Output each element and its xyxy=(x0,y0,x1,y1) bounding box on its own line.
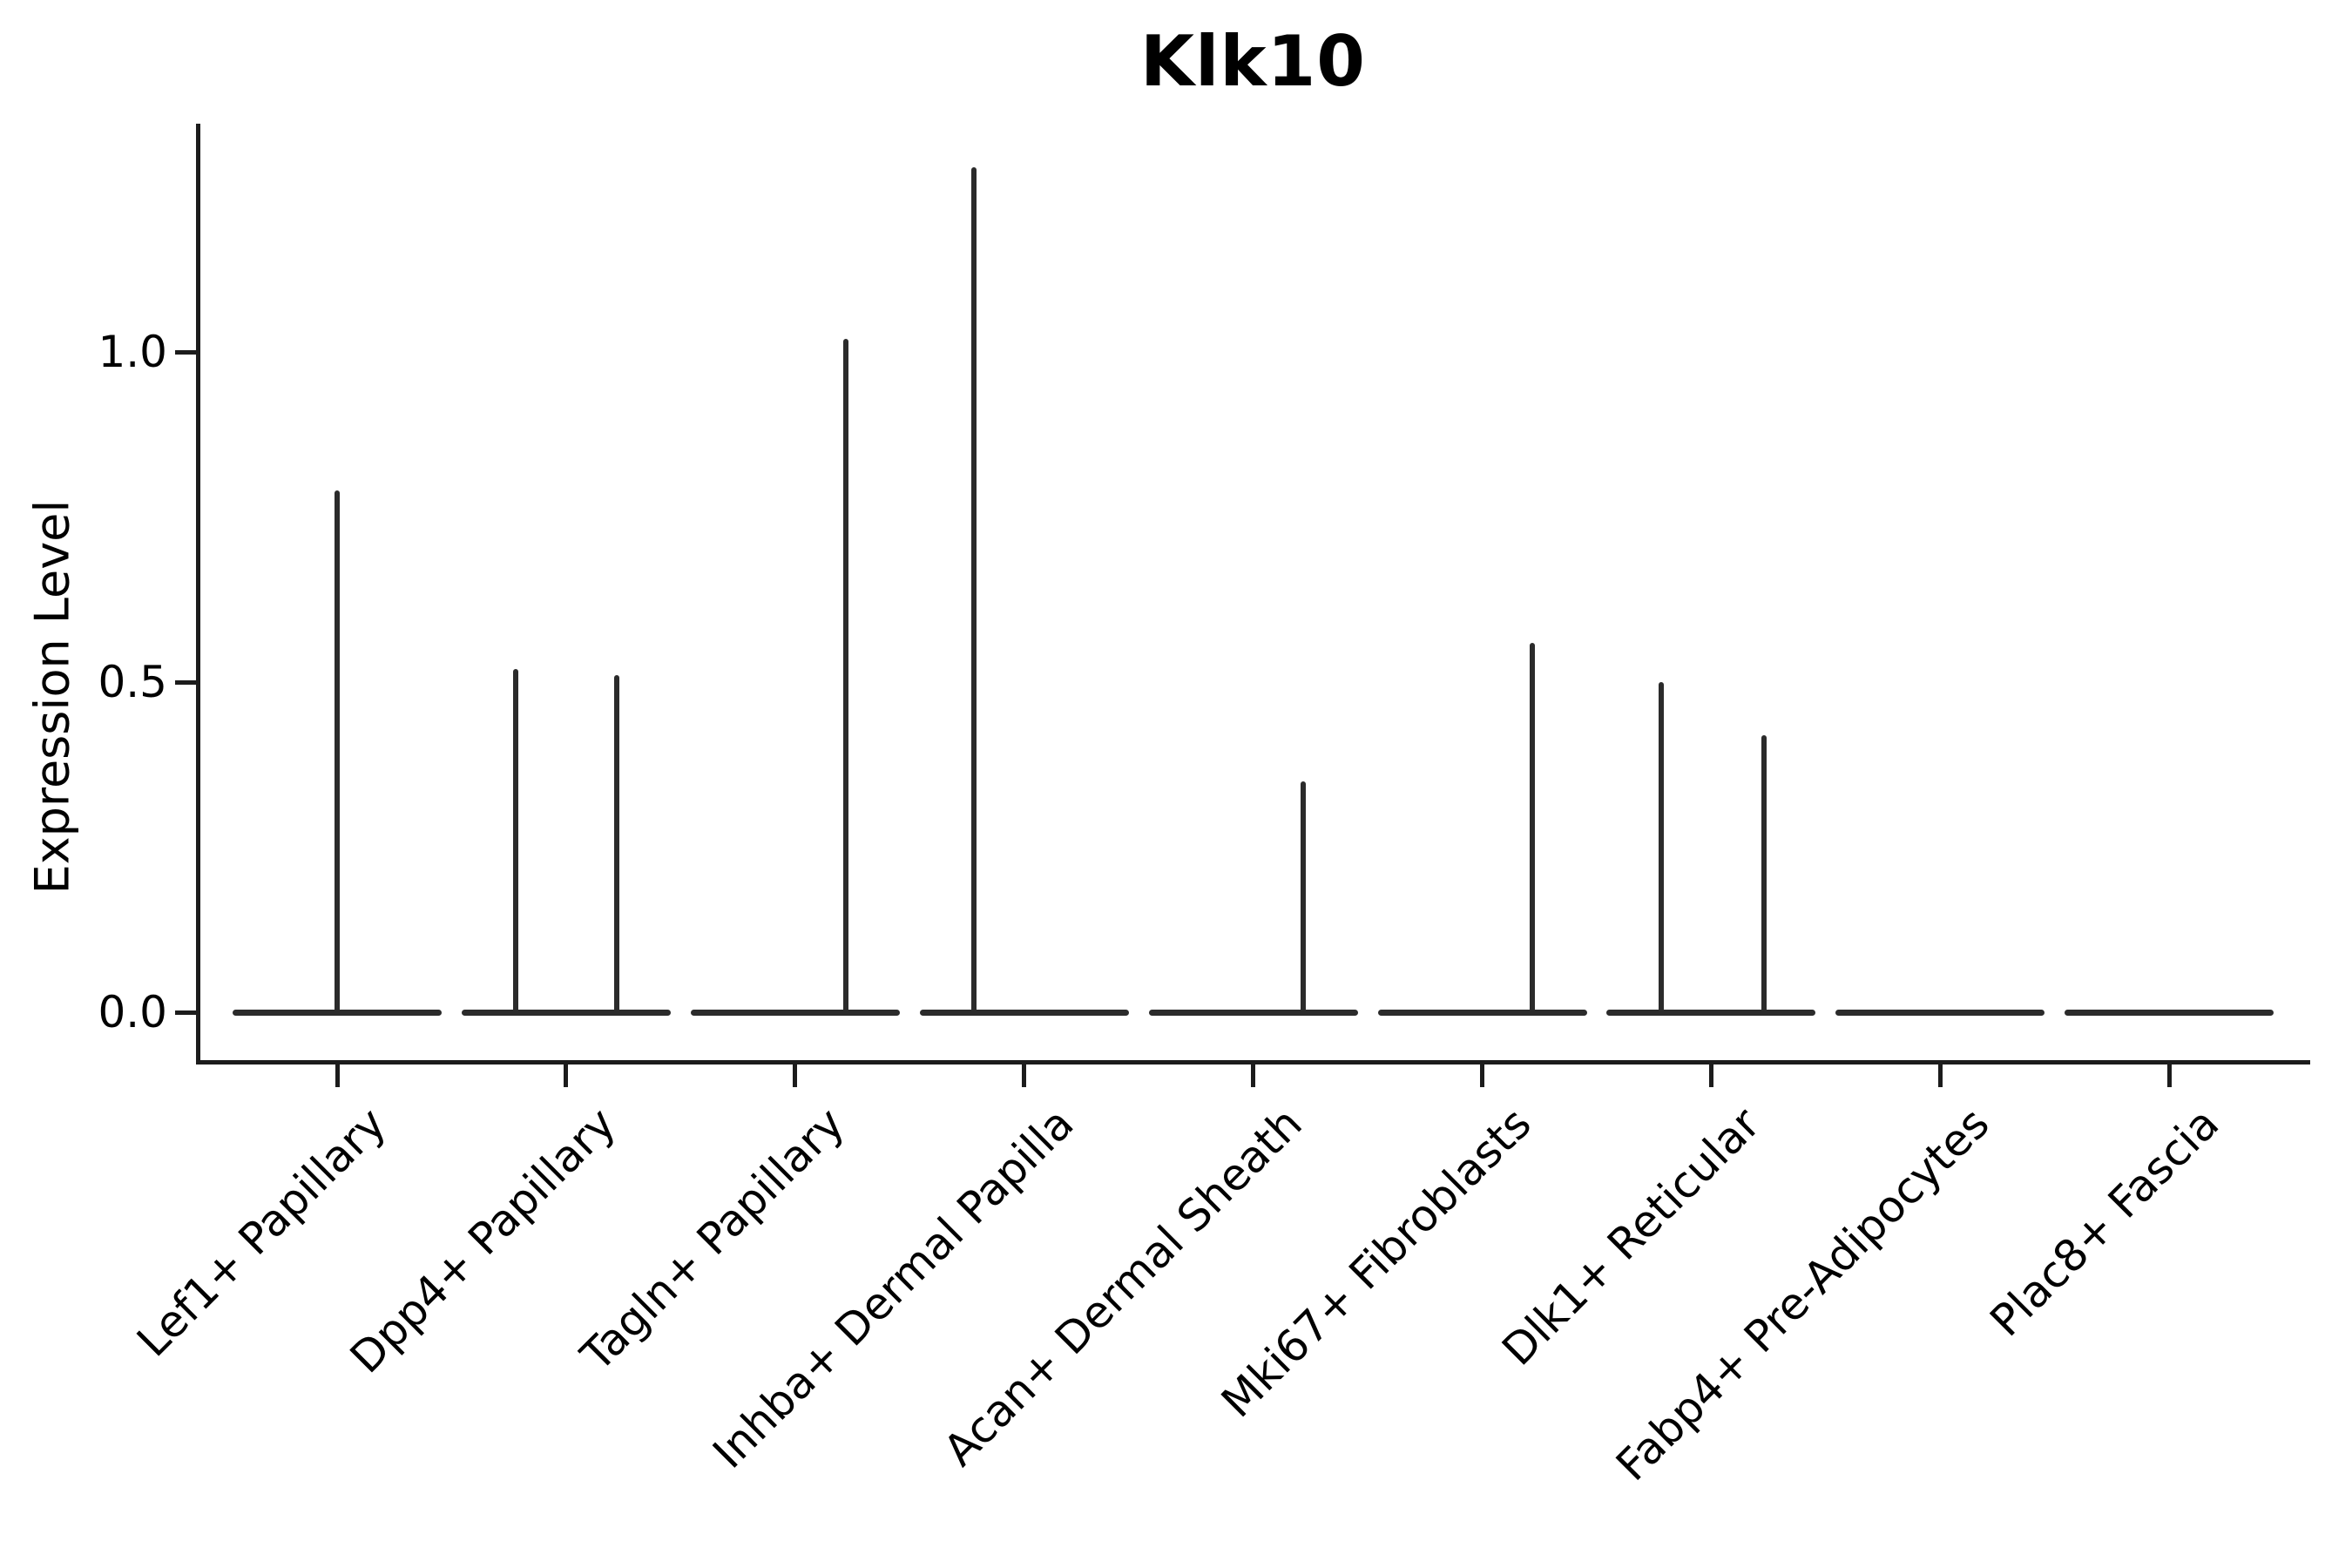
violin-base xyxy=(1377,1009,1587,1016)
x-tick xyxy=(335,1064,340,1087)
violin-base xyxy=(1835,1009,2045,1016)
violin-spike xyxy=(1530,642,1536,1015)
y-axis-label: Expression Level xyxy=(24,499,80,895)
violin-spike xyxy=(970,166,977,1015)
violin-spike xyxy=(335,490,340,1015)
violin-spike xyxy=(842,338,848,1015)
x-tick-label: Plac8+ Fascia xyxy=(1980,1098,2228,1347)
x-axis-spine xyxy=(196,1060,2310,1064)
x-tick-label: Lef1+ Papillary xyxy=(127,1098,396,1367)
violin-spike xyxy=(613,675,619,1015)
y-tick xyxy=(175,349,198,355)
violin-base xyxy=(1148,1009,1358,1016)
x-tick xyxy=(564,1064,569,1087)
y-tick-label: 0.0 xyxy=(98,987,167,1037)
x-tick xyxy=(1251,1064,1256,1087)
violin-base xyxy=(690,1009,900,1016)
y-tick-label: 1.0 xyxy=(98,327,167,377)
violin-spike xyxy=(1658,682,1664,1015)
violin-spike xyxy=(1301,781,1307,1015)
violin-spike xyxy=(513,668,519,1015)
violin-base xyxy=(461,1009,671,1016)
violin-base xyxy=(2065,1009,2274,1016)
x-tick xyxy=(2166,1064,2172,1087)
y-tick-label: 0.5 xyxy=(98,657,167,707)
plot-title: Klk10 xyxy=(1140,21,1366,102)
violin-spike xyxy=(1761,734,1767,1015)
violin-base xyxy=(919,1009,1129,1016)
violin-base xyxy=(1606,1009,1816,1016)
y-tick xyxy=(175,679,198,685)
x-tick xyxy=(793,1064,798,1087)
x-tick-label: Fabp4+ Pre-Adipocytes xyxy=(1606,1098,1999,1491)
x-tick xyxy=(1022,1064,1027,1087)
x-tick xyxy=(1937,1064,1943,1087)
x-tick xyxy=(1480,1064,1484,1087)
y-tick xyxy=(175,1010,198,1015)
x-tick xyxy=(1708,1064,1713,1087)
y-axis-spine xyxy=(196,124,200,1064)
